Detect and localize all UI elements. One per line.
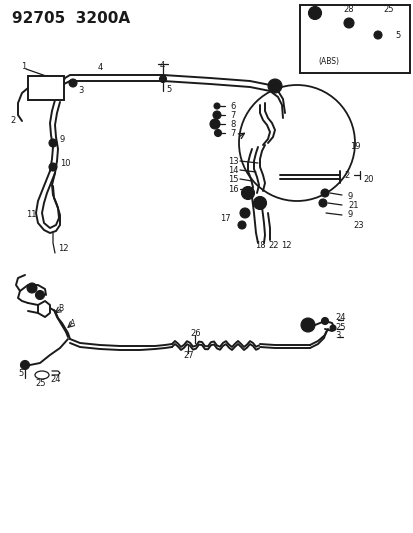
Circle shape xyxy=(321,318,328,325)
Bar xyxy=(299,5,409,73)
Circle shape xyxy=(343,18,353,28)
Circle shape xyxy=(373,31,381,39)
Text: B: B xyxy=(58,303,63,312)
Text: 7: 7 xyxy=(230,110,235,119)
Text: 6: 6 xyxy=(230,101,235,110)
Text: 11: 11 xyxy=(26,209,36,219)
Text: 10: 10 xyxy=(60,158,70,167)
Text: 18: 18 xyxy=(254,240,265,249)
Circle shape xyxy=(320,189,328,197)
Text: 25: 25 xyxy=(382,4,392,13)
Text: (ABS): (ABS) xyxy=(317,56,338,66)
Text: 28: 28 xyxy=(342,4,353,13)
Text: 5: 5 xyxy=(166,85,171,93)
Text: E: E xyxy=(272,82,277,91)
Circle shape xyxy=(69,79,77,87)
Bar xyxy=(28,76,64,100)
Text: 2: 2 xyxy=(343,171,349,180)
Circle shape xyxy=(300,318,314,332)
Text: 12: 12 xyxy=(58,244,68,253)
Text: 26: 26 xyxy=(190,328,200,337)
Circle shape xyxy=(212,111,221,119)
Text: 9: 9 xyxy=(347,209,352,219)
Text: 24: 24 xyxy=(334,313,345,322)
Text: 5: 5 xyxy=(18,368,23,377)
Circle shape xyxy=(36,290,44,300)
Text: 8: 8 xyxy=(230,119,235,128)
Circle shape xyxy=(253,197,266,209)
Text: 21: 21 xyxy=(347,200,358,209)
Text: 23: 23 xyxy=(352,221,363,230)
Text: 12: 12 xyxy=(280,240,291,249)
Circle shape xyxy=(308,6,321,20)
Text: 17: 17 xyxy=(219,214,230,222)
Circle shape xyxy=(21,360,29,369)
Circle shape xyxy=(267,79,281,93)
Text: 27: 27 xyxy=(183,351,193,359)
Circle shape xyxy=(237,221,245,229)
Text: 24: 24 xyxy=(50,375,60,384)
Text: 25: 25 xyxy=(35,378,45,387)
Circle shape xyxy=(318,199,326,207)
Text: 92705  3200A: 92705 3200A xyxy=(12,11,130,26)
Circle shape xyxy=(49,163,57,171)
Text: 2: 2 xyxy=(10,116,15,125)
Text: 4: 4 xyxy=(98,62,103,71)
Text: 22: 22 xyxy=(267,240,278,249)
Circle shape xyxy=(214,130,221,136)
Circle shape xyxy=(241,187,254,199)
Text: 13: 13 xyxy=(228,157,238,166)
Circle shape xyxy=(159,76,166,83)
Circle shape xyxy=(49,139,57,147)
Text: E: E xyxy=(312,9,317,18)
Circle shape xyxy=(329,325,335,331)
Text: A: A xyxy=(70,319,75,327)
Text: 25: 25 xyxy=(334,322,345,332)
Text: 9: 9 xyxy=(347,191,352,200)
Text: 9: 9 xyxy=(60,134,65,143)
Text: 15: 15 xyxy=(228,174,238,183)
Text: 3: 3 xyxy=(334,332,339,341)
Text: 5: 5 xyxy=(394,30,399,39)
Text: 4: 4 xyxy=(159,61,165,69)
Text: C: C xyxy=(305,320,310,329)
Circle shape xyxy=(27,283,37,293)
Text: 20: 20 xyxy=(362,174,373,183)
Text: 3: 3 xyxy=(78,85,83,94)
Text: A: A xyxy=(257,198,262,207)
Text: 7: 7 xyxy=(230,128,235,138)
Text: 14: 14 xyxy=(228,166,238,174)
Circle shape xyxy=(214,103,219,109)
Text: 1: 1 xyxy=(21,61,26,70)
Text: 16: 16 xyxy=(228,184,238,193)
Circle shape xyxy=(209,119,219,129)
Text: B: B xyxy=(245,189,250,198)
Text: 19: 19 xyxy=(349,141,360,150)
Circle shape xyxy=(240,208,249,218)
